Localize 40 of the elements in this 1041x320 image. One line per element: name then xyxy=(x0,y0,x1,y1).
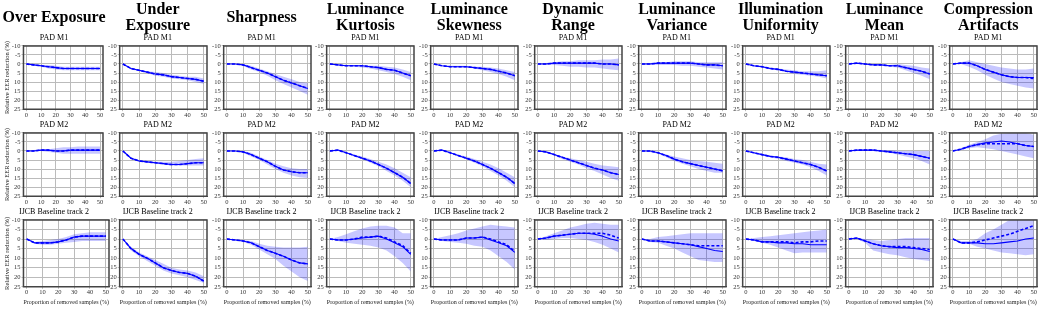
chart-subtitle: PAD M2 xyxy=(973,120,1004,129)
chart-subtitle: IJCB Baseline track 2 xyxy=(952,207,1025,216)
chart-title: Illumination Uniformity xyxy=(736,0,825,34)
chart-subtitle: PAD M2 xyxy=(765,120,796,129)
chart-subtitle: PAD M1 xyxy=(661,33,692,42)
chart-title: Luminance Skewness xyxy=(429,0,509,34)
chart-subtitle: PAD M1 xyxy=(38,33,70,42)
chart-subtitle: IJCB Baseline track 2 xyxy=(848,207,921,216)
chart-subtitle: PAD M1 xyxy=(350,33,381,42)
chart-subtitle: IJCB Baseline track 2 xyxy=(329,207,402,216)
chart-subtitle: PAD M1 xyxy=(869,33,900,42)
chart-title: Luminance Kurtosis xyxy=(325,0,406,34)
chart-subtitle: PAD M2 xyxy=(38,120,70,129)
chart-subtitle: PAD M2 xyxy=(350,120,381,129)
chart-subtitle: PAD M2 xyxy=(661,120,692,129)
chart-subtitle: PAD M2 xyxy=(454,120,485,129)
chart-subtitle: IJCB Baseline track 2 xyxy=(433,207,506,216)
chart-subtitle: IJCB Baseline track 2 xyxy=(744,207,817,216)
chart-subtitle: IJCB Baseline track 2 xyxy=(537,207,609,216)
chart-subtitle: PAD M1 xyxy=(143,33,172,42)
chart-title: Under Exposure xyxy=(124,0,192,34)
chart-title: Sharpness xyxy=(225,7,298,28)
chart-subtitle: PAD M1 xyxy=(454,33,485,42)
chart-subtitle: IJCB Baseline track 2 xyxy=(225,207,298,216)
chart-subtitle: IJCB Baseline track 2 xyxy=(121,207,194,216)
chart-subtitle: PAD M1 xyxy=(558,33,588,42)
chart-subtitle: PAD M2 xyxy=(142,120,173,129)
chart-subtitle: IJCB Baseline track 2 xyxy=(18,207,90,216)
chart-title: Compression Artifacts xyxy=(942,0,1034,34)
chart-subtitle: PAD M2 xyxy=(246,120,277,129)
chart-title: Luminance Mean xyxy=(844,0,925,34)
chart-title: Dynamic Range xyxy=(541,0,605,34)
chart-subtitle: PAD M2 xyxy=(557,120,589,129)
chart-subtitle: PAD M2 xyxy=(869,120,900,129)
chart-subtitle: PAD M1 xyxy=(973,33,1004,42)
chart-subtitle: PAD M1 xyxy=(766,33,795,42)
chart-title: Luminance Variance xyxy=(637,0,717,34)
chart-subtitle: IJCB Baseline track 2 xyxy=(640,207,713,216)
chart-subtitle: PAD M1 xyxy=(246,33,277,42)
chart-title: Over Exposure xyxy=(2,7,106,28)
